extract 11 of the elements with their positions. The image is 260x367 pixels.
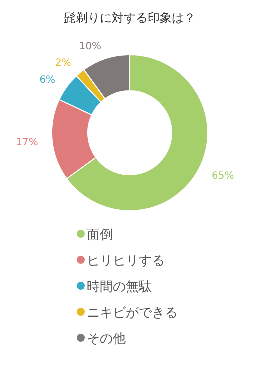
data-label: 2% bbox=[55, 58, 72, 70]
legend-label: 時間の無駄 bbox=[87, 280, 152, 295]
data-label: 17% bbox=[16, 138, 38, 149]
legend-label: その他 bbox=[87, 332, 126, 347]
legend-label: ニキビができる bbox=[87, 306, 178, 321]
data-label: 65% bbox=[212, 170, 234, 182]
data-label: 6% bbox=[40, 74, 56, 86]
chart-title: 髭剃りに対する印象は？ bbox=[64, 11, 196, 25]
legend-label: 面倒 bbox=[87, 228, 113, 243]
legend-label: ヒリヒリする bbox=[87, 254, 165, 269]
data-label: 10% bbox=[79, 42, 102, 53]
